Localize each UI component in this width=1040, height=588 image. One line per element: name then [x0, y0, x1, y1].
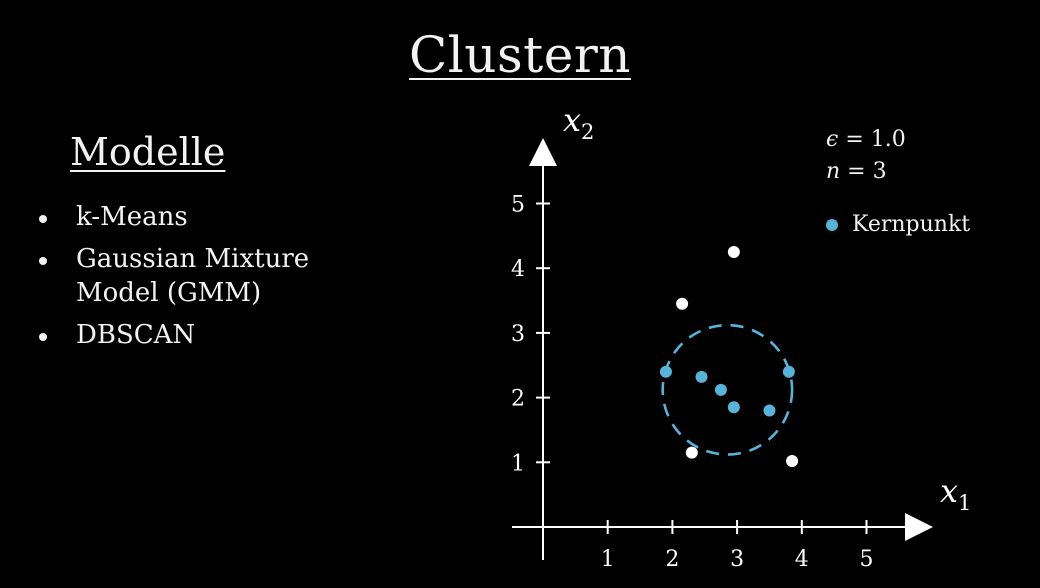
n-symbol: n [826, 159, 841, 184]
y-axis-arrow-icon [529, 138, 557, 166]
y-axis-label: x2 [563, 101, 594, 144]
bullet-icon [39, 333, 47, 341]
core-point [782, 365, 795, 378]
n-param: n = 3 [826, 156, 906, 188]
epsilon-circle [661, 323, 794, 456]
list-item: Gaussian Mixture Model (GMM) [36, 242, 396, 310]
epsilon-param: ϵ = 1.0 [826, 124, 906, 156]
model-label: DBSCAN [76, 320, 196, 350]
list-item: DBSCAN [36, 318, 396, 352]
x-axis-arrow-icon [905, 513, 933, 541]
model-label: Gaussian Mixture Model (GMM) [76, 244, 310, 308]
list-item: k-Means [36, 200, 396, 234]
model-label: k-Means [76, 202, 188, 232]
parameters: ϵ = 1.0 n = 3 [826, 124, 906, 188]
epsilon-value: = 1.0 [845, 127, 906, 152]
y-tick-label: 2 [511, 387, 525, 412]
legend: Kernpunkt [826, 212, 970, 237]
x-tick-label: 1 [601, 547, 615, 572]
core-point [727, 401, 740, 414]
core-point [659, 365, 672, 378]
model-list: k-Means Gaussian Mixture Model (GMM) DBS… [36, 200, 396, 360]
bullet-icon [39, 215, 47, 223]
data-point [676, 297, 689, 310]
data-point [685, 446, 698, 459]
core-point [714, 383, 727, 396]
core-point [763, 404, 776, 417]
models-heading: Modelle [70, 130, 226, 174]
x-tick-label: 4 [795, 547, 809, 572]
y-tick-label: 1 [511, 451, 525, 476]
x-axis-label: x1 [940, 472, 971, 515]
y-tick-label: 4 [511, 257, 525, 282]
data-point [786, 455, 799, 468]
data-point [727, 246, 740, 259]
epsilon-symbol: ϵ [826, 127, 839, 152]
n-value: = 3 [847, 159, 887, 184]
legend-marker [826, 218, 838, 231]
core-point [695, 370, 708, 383]
y-tick-label: 5 [511, 193, 525, 218]
x-tick-label: 3 [730, 547, 744, 572]
page-title: Clustern [409, 26, 631, 84]
y-tick-label: 3 [511, 322, 525, 347]
bullet-icon [39, 257, 47, 265]
x-tick-label: 5 [860, 547, 874, 572]
legend-label: Kernpunkt [852, 212, 971, 237]
x-tick-label: 2 [665, 547, 679, 572]
